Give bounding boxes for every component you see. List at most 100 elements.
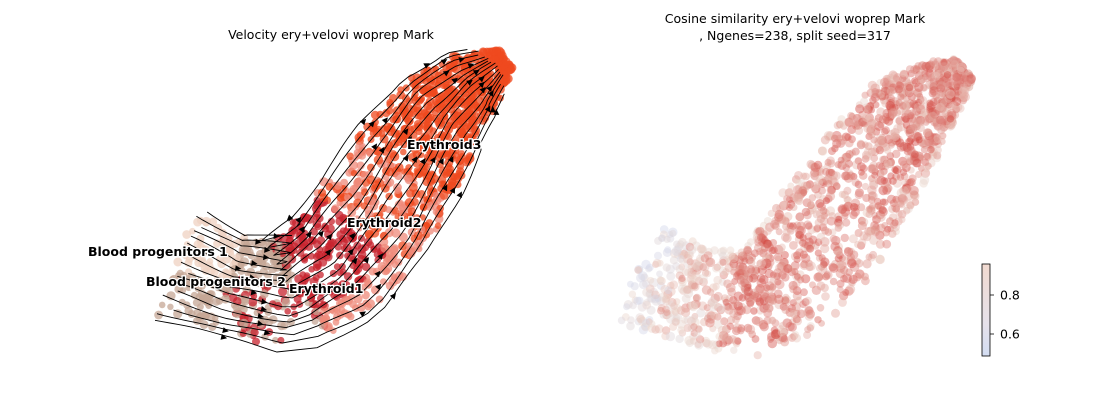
velocity-arrowhead	[479, 87, 486, 94]
velocity-streamline	[154, 93, 505, 353]
cosine-point	[796, 221, 806, 231]
cosine-point	[818, 178, 828, 188]
cosine-point	[839, 265, 849, 275]
cosine-point	[867, 253, 876, 262]
cosine-point	[801, 253, 811, 264]
cosine-point	[782, 222, 791, 231]
cosine-point	[895, 79, 903, 87]
cosine-point	[932, 118, 942, 128]
cosine-point	[854, 241, 862, 248]
cosine-point	[941, 77, 951, 87]
colorbar-tick-label-high: 0.8	[1000, 288, 1020, 303]
cosine-point	[623, 300, 633, 309]
cosine-point	[819, 223, 827, 232]
cosine-point	[867, 164, 876, 173]
cosine-point	[898, 88, 908, 98]
cosine-point	[643, 299, 650, 307]
velocity-point	[387, 123, 394, 130]
cosine-point	[673, 250, 684, 260]
velocity-point	[187, 272, 197, 282]
cosine-point	[832, 171, 841, 180]
velocity-arrowhead	[263, 254, 270, 261]
cosine-point	[780, 328, 789, 336]
velocity-arrowhead	[264, 246, 271, 253]
cosine-point	[719, 251, 727, 260]
velocity-arrowhead	[449, 187, 456, 194]
cosine-point	[945, 114, 954, 124]
cosine-point	[834, 247, 843, 256]
cosine-point	[947, 95, 955, 103]
cosine-point	[936, 78, 945, 86]
cosine-point	[914, 62, 922, 70]
velocity-point	[356, 161, 365, 170]
velocity-point	[410, 214, 419, 223]
cosine-point	[896, 81, 904, 90]
cosine-point	[764, 285, 774, 295]
cosine-point	[678, 276, 686, 285]
cosine-point	[677, 326, 685, 334]
cosine-point	[774, 255, 783, 264]
cosine-point	[843, 247, 854, 257]
velocity-point	[360, 171, 369, 179]
cosine-point	[799, 189, 807, 197]
cosine-point	[879, 143, 888, 152]
cosine-point	[759, 296, 769, 306]
cosine-point	[645, 263, 654, 272]
cosine-point	[838, 190, 846, 198]
velocity-point	[446, 168, 455, 176]
velocity-point	[370, 110, 380, 120]
cosine-point	[856, 140, 866, 150]
cosine-point	[741, 257, 749, 265]
cosine-point	[835, 215, 843, 223]
cosine-point	[946, 94, 956, 105]
cosine-point	[836, 263, 846, 273]
cosine-point	[933, 96, 943, 106]
cosine-point	[844, 117, 854, 127]
cosine-point	[785, 223, 796, 233]
cosine-point	[808, 203, 817, 213]
cosine-point	[794, 196, 804, 206]
cosine-point	[770, 326, 779, 334]
cosine-point	[693, 300, 702, 308]
cosine-point	[892, 167, 900, 175]
cosine-point	[804, 326, 812, 334]
cosine-point	[767, 338, 777, 349]
velocity-streamline	[156, 85, 505, 344]
cosine-point	[776, 263, 784, 271]
cosine-point	[693, 262, 701, 270]
cosine-point	[776, 337, 783, 345]
cosine-point	[942, 108, 952, 118]
cosine-point	[800, 242, 810, 253]
cosine-point	[788, 280, 798, 291]
cosine-point	[925, 80, 935, 90]
cosine-point	[933, 121, 943, 131]
cosine-point	[891, 203, 901, 213]
cosine-point	[954, 77, 962, 86]
cosine-point	[871, 168, 879, 176]
cosine-point	[888, 70, 898, 80]
velocity-arrowhead	[441, 184, 448, 192]
velocity-point	[335, 216, 345, 226]
cosine-point	[915, 170, 923, 179]
cosine-point	[963, 83, 971, 91]
cosine-point	[937, 65, 946, 73]
cosine-point	[951, 65, 960, 74]
cosine-point	[878, 170, 886, 178]
cosine-point	[765, 254, 775, 263]
cosine-point	[658, 234, 666, 242]
cosine-point	[692, 263, 701, 272]
cosine-point	[678, 263, 686, 271]
cosine-point	[937, 89, 945, 98]
cosine-point	[748, 291, 757, 299]
cosine-point	[884, 225, 892, 233]
cosine-point	[671, 318, 680, 326]
velocity-arrowhead	[489, 106, 496, 113]
cosine-point	[886, 86, 896, 96]
cosine-point	[888, 138, 896, 147]
velocity-point	[355, 142, 364, 152]
cosine-point	[904, 191, 913, 201]
cosine-point	[855, 269, 865, 279]
velocity-point	[173, 309, 183, 319]
cosine-point	[795, 184, 805, 194]
velocity-point	[502, 57, 511, 66]
